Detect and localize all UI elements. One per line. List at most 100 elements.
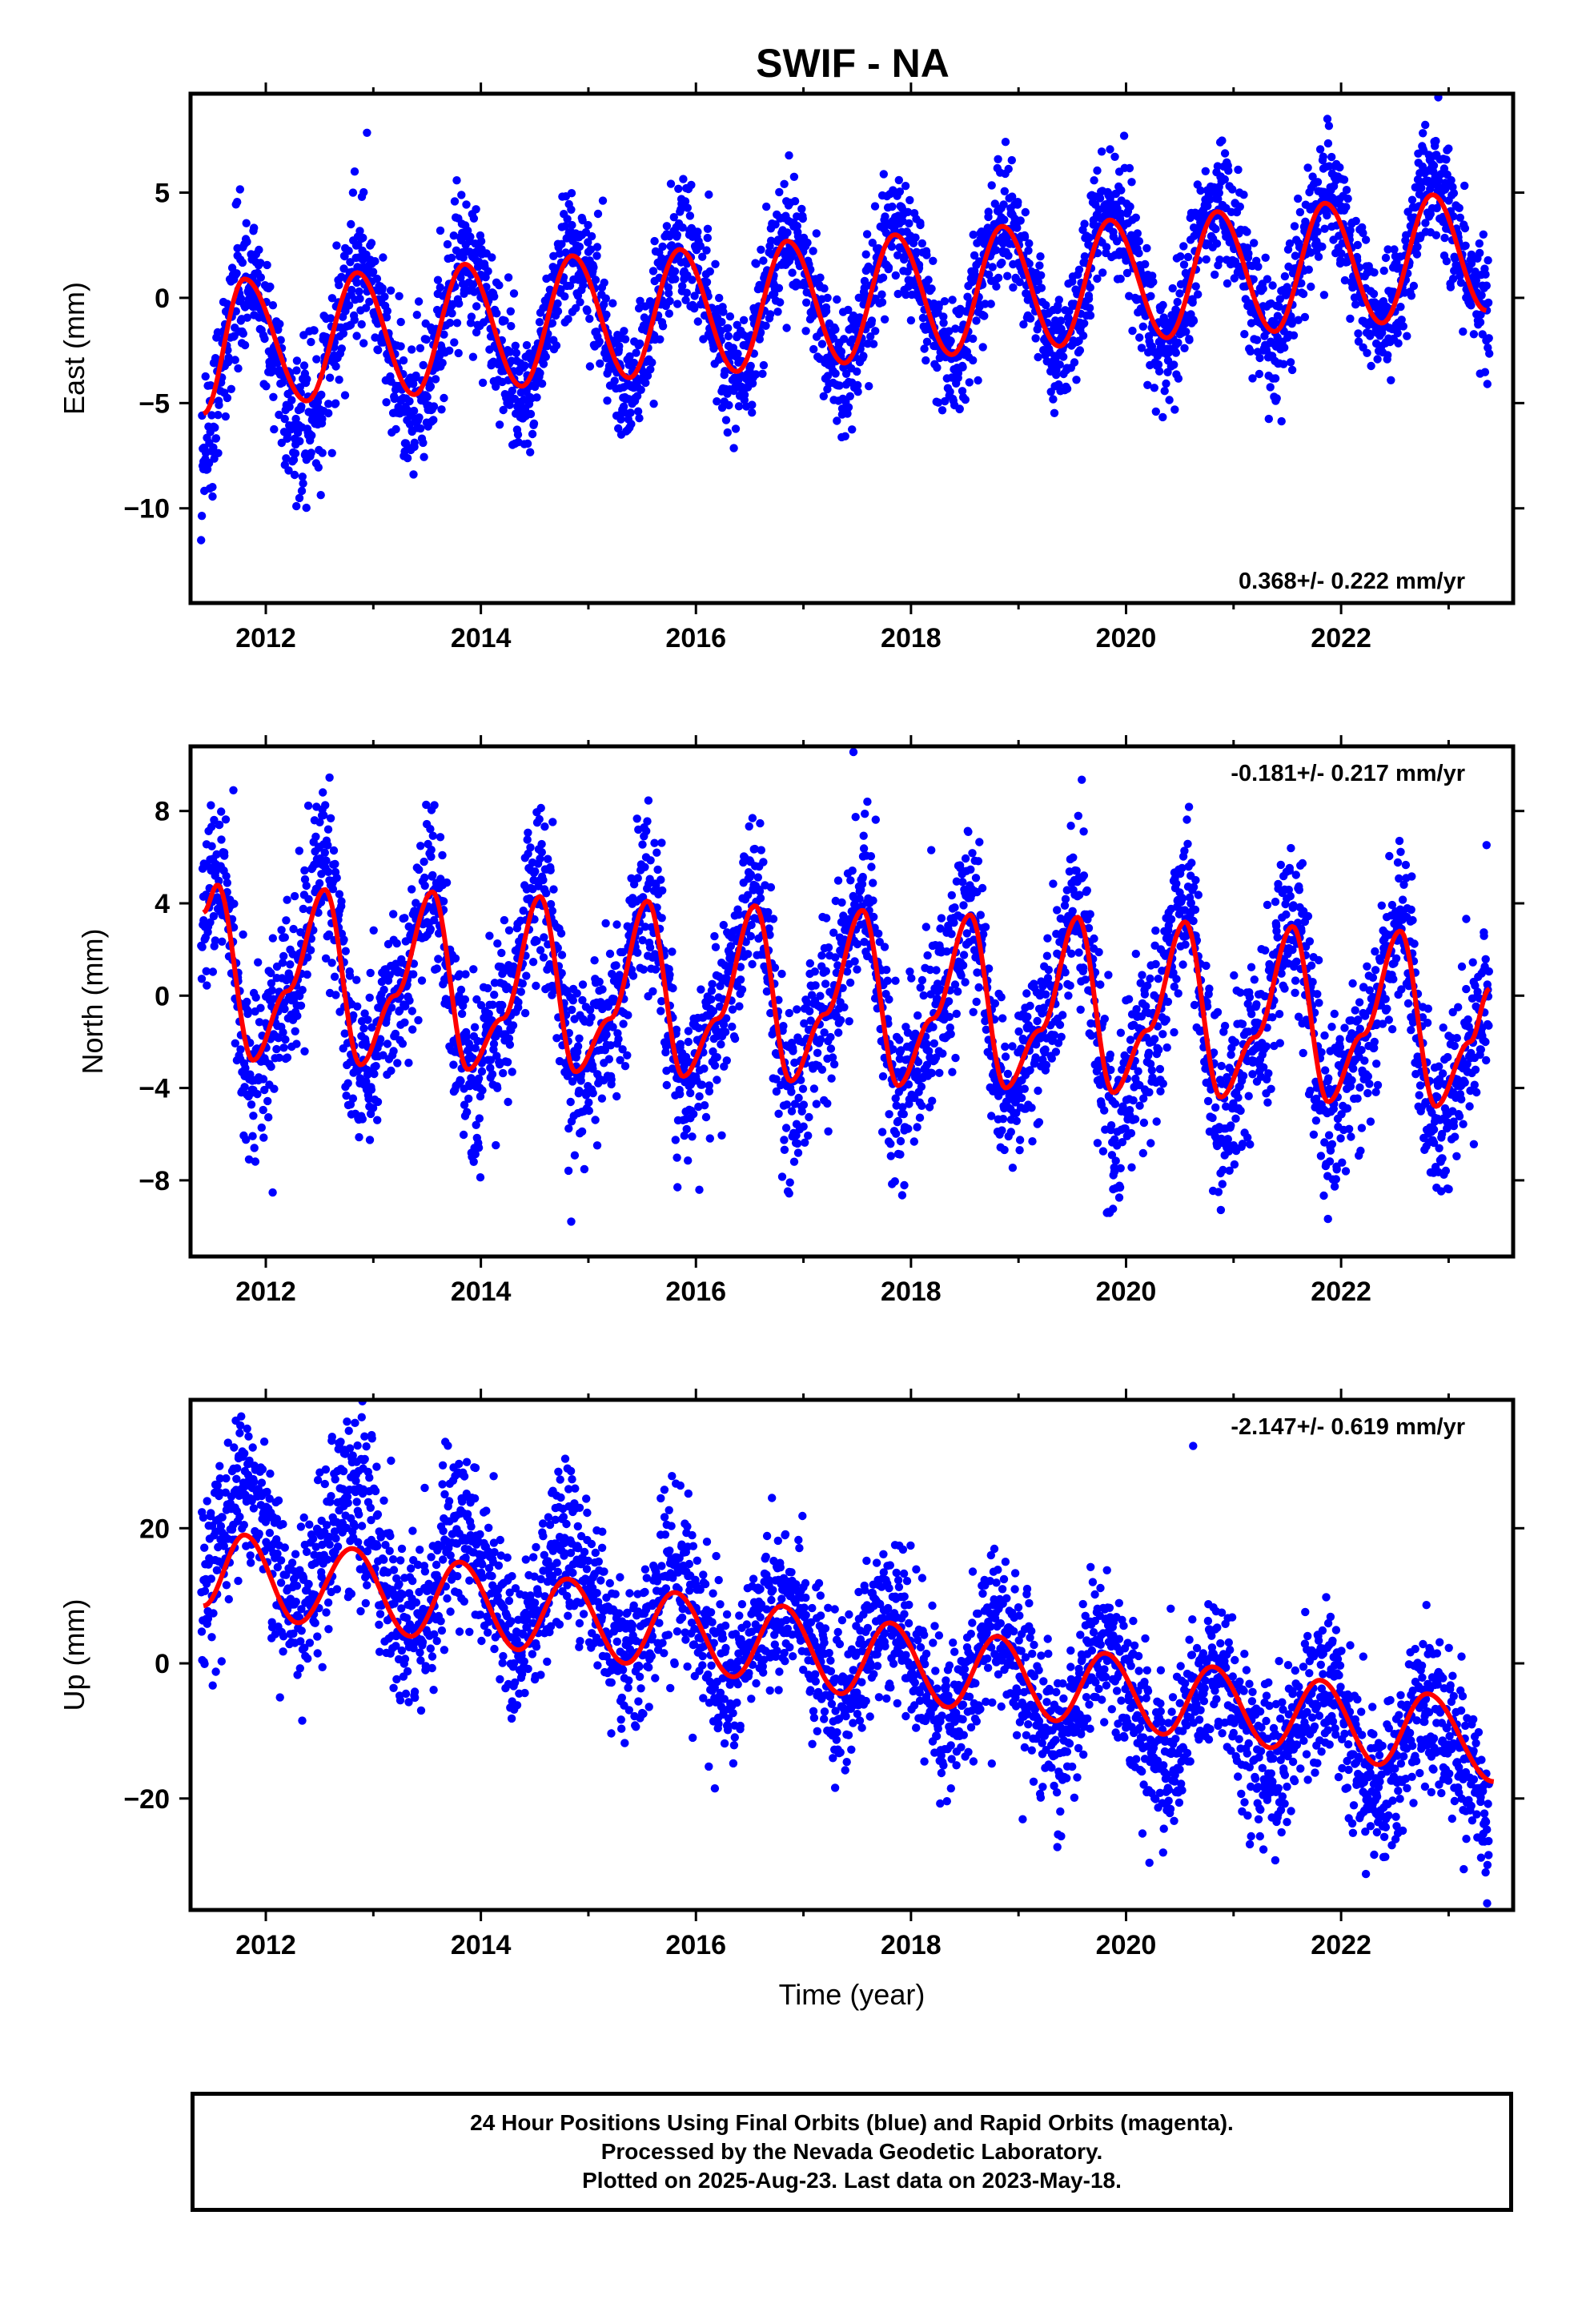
data-point bbox=[220, 851, 229, 860]
data-point bbox=[524, 849, 532, 858]
data-point bbox=[744, 950, 753, 959]
data-point bbox=[222, 871, 231, 881]
data-point bbox=[1134, 249, 1143, 258]
data-point bbox=[286, 960, 295, 969]
data-point bbox=[500, 316, 509, 325]
data-point bbox=[877, 290, 886, 299]
data-point bbox=[1367, 361, 1375, 371]
data-point bbox=[881, 212, 889, 221]
data-point bbox=[524, 828, 532, 838]
data-point bbox=[590, 956, 599, 965]
data-point bbox=[312, 355, 321, 364]
data-point bbox=[612, 920, 621, 929]
data-point bbox=[766, 236, 776, 245]
data-point bbox=[1366, 332, 1375, 340]
data-point bbox=[197, 975, 207, 983]
data-point bbox=[408, 345, 416, 354]
data-point bbox=[719, 1020, 729, 1029]
data-point bbox=[248, 1132, 257, 1140]
data-point bbox=[370, 1069, 379, 1079]
data-point bbox=[211, 936, 220, 945]
data-point bbox=[504, 1034, 514, 1043]
data-point bbox=[291, 1027, 299, 1036]
data-point bbox=[1085, 233, 1094, 242]
data-point bbox=[206, 918, 215, 927]
data-point bbox=[1476, 248, 1484, 258]
data-point bbox=[400, 1018, 409, 1027]
data-point bbox=[249, 1112, 258, 1120]
data-point bbox=[1131, 213, 1141, 222]
data-point bbox=[693, 317, 702, 326]
data-point bbox=[790, 197, 800, 206]
data-point bbox=[426, 825, 435, 834]
data-point bbox=[1220, 175, 1230, 184]
data-point bbox=[705, 1134, 714, 1143]
data-point bbox=[537, 848, 546, 857]
data-point bbox=[498, 1001, 507, 1010]
data-point bbox=[289, 924, 298, 934]
data-point bbox=[1102, 243, 1111, 251]
data-point bbox=[878, 273, 888, 282]
data-point bbox=[300, 1047, 309, 1056]
data-point bbox=[504, 1097, 512, 1107]
data-point bbox=[747, 920, 756, 930]
data-point bbox=[298, 986, 307, 995]
data-point bbox=[1086, 283, 1095, 292]
data-point bbox=[1419, 129, 1427, 138]
data-point bbox=[618, 947, 628, 957]
data-point bbox=[371, 257, 379, 266]
data-point bbox=[612, 961, 620, 970]
data-point bbox=[711, 943, 721, 951]
data-point bbox=[780, 1136, 789, 1144]
data-point bbox=[1037, 283, 1046, 292]
data-point bbox=[673, 1153, 681, 1162]
data-point bbox=[279, 1028, 287, 1037]
data-point bbox=[612, 1092, 621, 1101]
data-point bbox=[1434, 175, 1443, 185]
data-point bbox=[539, 875, 548, 885]
data-point bbox=[992, 282, 1001, 291]
data-point bbox=[542, 889, 551, 898]
x-tick-label: 2014 bbox=[451, 623, 512, 653]
data-point bbox=[1055, 360, 1064, 369]
data-point bbox=[740, 390, 749, 400]
data-point bbox=[686, 1088, 695, 1098]
data-point bbox=[1369, 289, 1379, 299]
data-point bbox=[345, 971, 355, 980]
data-point bbox=[535, 814, 544, 824]
data-point bbox=[684, 1037, 693, 1047]
model-fit-line-east bbox=[202, 192, 1488, 416]
data-point bbox=[1072, 376, 1081, 384]
data-point bbox=[437, 405, 446, 414]
data-point bbox=[602, 1030, 611, 1039]
data-point bbox=[500, 915, 509, 925]
data-point bbox=[420, 873, 429, 883]
data-point bbox=[844, 403, 853, 412]
data-point bbox=[484, 1009, 493, 1019]
data-point bbox=[690, 292, 699, 300]
data-point bbox=[447, 253, 456, 263]
data-point bbox=[1202, 255, 1211, 264]
data-point bbox=[1211, 270, 1219, 279]
data-point bbox=[350, 167, 359, 176]
data-point bbox=[452, 319, 462, 328]
data-point bbox=[988, 263, 997, 271]
data-point bbox=[589, 263, 598, 272]
data-point bbox=[359, 1024, 368, 1033]
data-point bbox=[466, 319, 476, 328]
data-point bbox=[705, 267, 714, 276]
data-point bbox=[256, 1003, 265, 1012]
data-point bbox=[969, 230, 978, 239]
data-point bbox=[947, 373, 957, 382]
data-point bbox=[651, 965, 661, 974]
data-point bbox=[553, 307, 563, 316]
data-point bbox=[911, 233, 920, 242]
data-point bbox=[526, 409, 536, 419]
data-point bbox=[1037, 271, 1046, 279]
data-point bbox=[636, 296, 644, 305]
data-point bbox=[379, 1051, 387, 1059]
data-point bbox=[488, 1070, 497, 1079]
data-point bbox=[416, 344, 425, 352]
data-point bbox=[584, 1098, 593, 1107]
data-point bbox=[669, 983, 677, 993]
